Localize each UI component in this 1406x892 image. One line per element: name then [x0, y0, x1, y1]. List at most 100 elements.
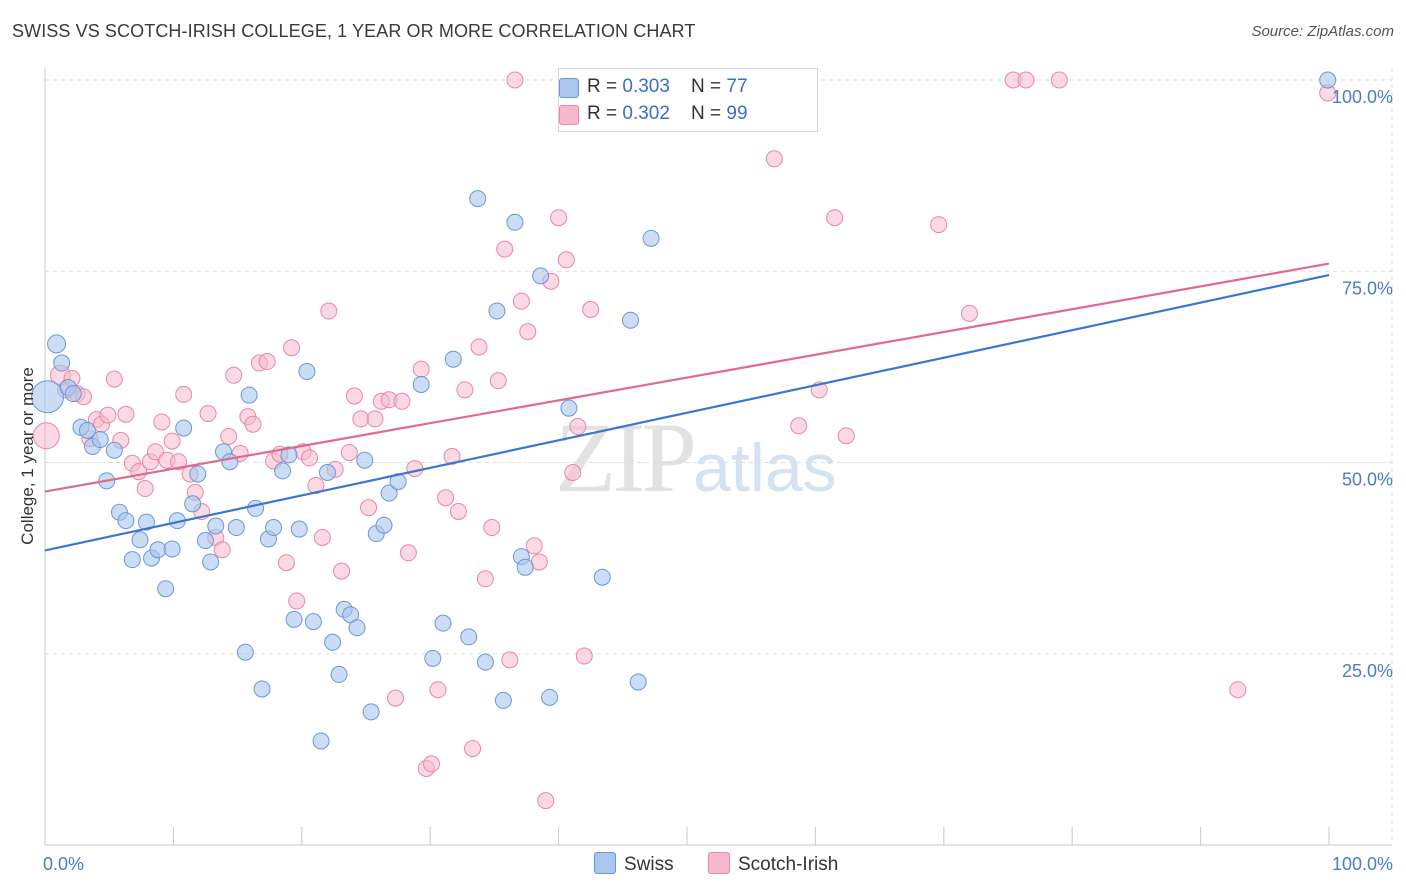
- scotch-irish-point: [456, 381, 474, 399]
- swiss-point: [105, 441, 123, 459]
- swiss-n-value: 77: [726, 76, 748, 97]
- scotch-irish-point: [837, 427, 855, 445]
- swiss-point: [444, 350, 462, 368]
- swiss-point: [236, 643, 254, 661]
- swiss-point: [380, 484, 398, 502]
- scotch-r-label: R =: [587, 103, 623, 124]
- swiss-point: [265, 519, 283, 537]
- swiss-point: [375, 516, 393, 534]
- swiss-point: [532, 267, 550, 285]
- swiss-point: [163, 540, 181, 558]
- scotch-irish-point: [220, 427, 238, 445]
- trend-lines: [44, 262, 1330, 552]
- scotch-irish-points: [32, 71, 1337, 810]
- swiss-n-label: N =: [691, 76, 727, 97]
- scotch-irish-point: [1017, 71, 1035, 89]
- chart-title: SWISS VS SCOTCH-IRISH COLLEGE, 1 YEAR OR…: [12, 21, 696, 41]
- swiss-point: [622, 311, 640, 329]
- scotch-irish-point: [105, 370, 123, 388]
- swiss-point: [1319, 71, 1337, 89]
- scotch-irish-point: [557, 251, 575, 269]
- scotch-irish-point: [406, 460, 424, 478]
- swiss-point: [53, 354, 71, 372]
- swiss-point: [91, 431, 109, 449]
- scotch-irish-trend-line: [44, 262, 1330, 493]
- scotch-irish-point: [258, 353, 276, 371]
- scotch-irish-point: [519, 323, 537, 341]
- swiss-point: [506, 213, 524, 231]
- swiss-point: [629, 673, 647, 691]
- scotch-irish-point: [1229, 681, 1247, 699]
- scotch-irish-point: [537, 792, 555, 810]
- scotch-irish-point: [99, 406, 117, 424]
- swiss-point: [424, 649, 442, 667]
- swiss-point: [304, 613, 322, 631]
- axis-labels: 25.0% 50.0% 75.0% 100.0% 0.0% 100.0% College, …: [18, 87, 1393, 874]
- scotch-irish-point: [366, 410, 384, 428]
- scotch-irish-point: [569, 418, 587, 436]
- scotch-irish-point: [1050, 71, 1068, 89]
- swiss-point: [123, 551, 141, 569]
- scotch-irish-point: [476, 570, 494, 588]
- swiss-point: [318, 463, 336, 481]
- y-tick-label: 75.0%: [1342, 278, 1393, 298]
- scotch-irish-point: [360, 499, 378, 517]
- scotch-swatch: [559, 105, 579, 125]
- scotch-irish-point: [790, 417, 808, 435]
- swiss-trend-line: [44, 273, 1330, 552]
- swiss-point: [197, 532, 214, 550]
- scotch-irish-point: [136, 480, 154, 498]
- swiss-point: [247, 499, 265, 517]
- swiss-r-label: R =: [587, 76, 623, 97]
- swiss-point: [202, 553, 220, 571]
- bottom-swiss-label: Swiss: [624, 854, 674, 875]
- scotch-irish-point: [412, 360, 430, 378]
- scotch-irish-point: [550, 209, 568, 227]
- swiss-point: [149, 541, 167, 559]
- scotch-irish-point: [437, 489, 455, 507]
- swiss-point: [324, 633, 342, 651]
- swiss-point: [362, 703, 380, 721]
- swiss-swatch: [559, 78, 579, 98]
- swiss-point: [221, 453, 239, 471]
- swiss-point: [280, 446, 298, 464]
- scotch-irish-point: [153, 413, 171, 431]
- swiss-point: [642, 229, 660, 247]
- scotch-irish-point: [470, 338, 488, 356]
- swiss-point: [227, 519, 245, 537]
- swiss-point: [312, 732, 330, 750]
- swiss-point: [117, 512, 135, 530]
- scotch-irish-point: [826, 209, 844, 227]
- scotch-irish-point: [496, 240, 514, 258]
- swiss-point: [290, 520, 308, 538]
- scotch-irish-point: [175, 385, 193, 403]
- scotch-irish-point: [489, 372, 507, 390]
- scotch-irish-point: [501, 651, 519, 669]
- scotch-irish-point: [146, 443, 164, 461]
- y-tick-label: 100.0%: [1332, 87, 1393, 107]
- y-tick-label: 25.0%: [1342, 661, 1393, 681]
- swiss-r-value: 0.303: [622, 76, 670, 97]
- swiss-point: [469, 190, 487, 208]
- swiss-point: [253, 680, 271, 698]
- swiss-point: [356, 451, 374, 469]
- scotch-r-value: 0.302: [622, 103, 670, 124]
- swiss-point: [64, 385, 82, 403]
- scotch-irish-point: [483, 519, 501, 537]
- scotch-irish-point: [333, 562, 351, 580]
- swiss-point: [131, 531, 149, 549]
- swiss-point: [78, 421, 96, 439]
- scotch-irish-point: [283, 339, 301, 357]
- bottom-legend-scotch: Scotch-Irish: [708, 852, 838, 876]
- scotch-irish-point: [449, 502, 467, 520]
- swiss-point: [412, 375, 430, 393]
- scotch-irish-point: [399, 544, 417, 562]
- swiss-point: [175, 419, 193, 437]
- bottom-swiss-swatch: [594, 852, 616, 874]
- scotch-irish-point: [429, 681, 447, 699]
- swiss-point: [47, 334, 67, 354]
- swiss-point: [274, 462, 292, 480]
- swiss-point: [348, 619, 366, 637]
- x-tick-label-max: 100.0%: [1332, 854, 1393, 874]
